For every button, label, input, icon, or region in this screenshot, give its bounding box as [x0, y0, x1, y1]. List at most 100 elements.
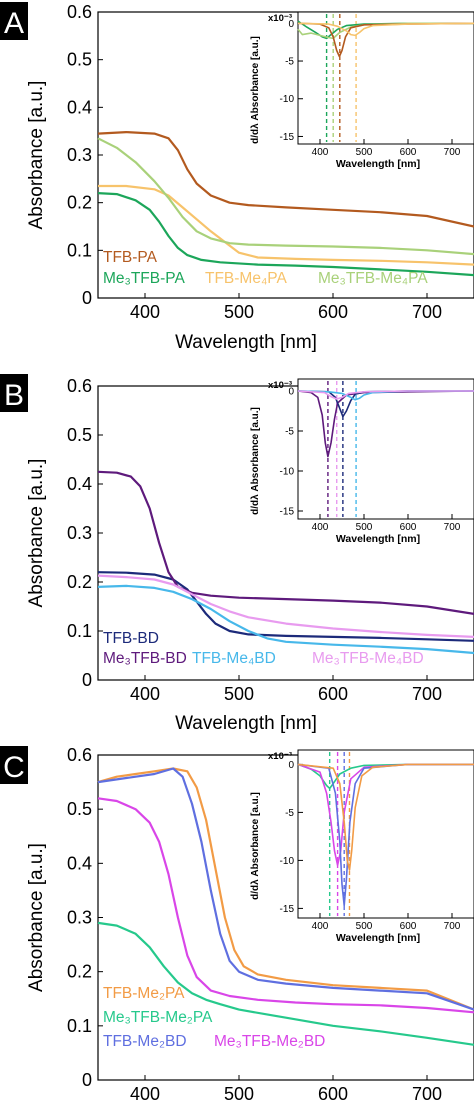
inset-x-tick-label: 500 [356, 522, 373, 533]
series-line-3 [97, 767, 474, 1011]
inset-frame [297, 378, 474, 520]
main-y-tick-label: 0 [82, 1070, 92, 1090]
panel-letter-badge [0, 374, 28, 412]
main-x-tick-label: 700 [412, 684, 442, 704]
main-x-tick-label: 500 [224, 302, 254, 322]
inset-x-axis-label: Wavelength [nm] [336, 533, 420, 545]
inset-y-tick-label: -15 [280, 904, 295, 915]
legend-entry: Me₃TFB-Me₂PA [103, 1009, 213, 1026]
main-y-tick-label: 0.3 [67, 145, 92, 165]
panel-letter-badge [0, 2, 28, 40]
series-line-4 [97, 797, 474, 1014]
inset-y-tick-label: 0 [288, 19, 294, 30]
main-y-tick-label: 0.6 [67, 376, 92, 396]
x-axis-label: Wavelength [nm] [175, 713, 317, 734]
main-x-tick-label: 600 [318, 1084, 348, 1104]
inset-y-tick-label: -10 [280, 856, 295, 867]
legend-entry: TFB-Me₂BD [103, 1033, 187, 1050]
inset-x-tick-label: 600 [400, 921, 417, 932]
inset-x-axis-label: Wavelength [nm] [336, 158, 420, 170]
main-y-tick-label: 0.1 [67, 1016, 92, 1036]
inset-y-tick-label: -10 [280, 467, 295, 478]
inset-x-tick-label: 400 [312, 522, 329, 533]
series-line-2 [97, 192, 474, 277]
inset-y-tick-label: -15 [280, 507, 295, 518]
inset-chart: 400 500 600 700 0 -5 -10 -15 Wavelength [nm] d/dλ… [250, 11, 474, 170]
panel-letter: C [3, 751, 25, 784]
legend-entry: TFB-Me₄PA [205, 270, 287, 287]
inset-frame [297, 749, 474, 919]
inset-series-line-4 [297, 22, 474, 37]
main-x-tick-label: 400 [130, 684, 160, 704]
main-y-tick-label: 0.4 [67, 97, 92, 117]
main-x-tick-label: 400 [130, 1084, 160, 1104]
legend-entry: TFB-Me₄BD [192, 650, 276, 667]
inset-y-tick-label: -10 [280, 94, 295, 105]
main-x-tick-label: 700 [412, 1084, 442, 1104]
legend-entry: TFB-Me₂PA [103, 985, 185, 1002]
legend-entry: Me₃TFB-Me₄BD [312, 650, 424, 667]
legend-entry: Me₃TFB-Me₂BD [214, 1033, 325, 1050]
legend-entry: Me₃TFB-PA [103, 270, 185, 287]
series-line-4 [97, 137, 474, 256]
main-y-tick-label: 0.3 [67, 523, 92, 543]
chart-panel-a: A 400 500 600 700 0 0.1 0.2 0.3 0.4 0.5 0.6 Waveleng… [0, 2, 474, 353]
main-x-tick-label: 600 [318, 302, 348, 322]
main-y-tick-label: 0.2 [67, 962, 92, 982]
main-y-tick-label: 0.4 [67, 474, 92, 494]
main-y-tick-label: 0 [82, 288, 92, 308]
inset-y-axis-label: d/dλ Absorbance [a.u.] [250, 36, 261, 144]
panel-letter: A [4, 7, 24, 40]
main-y-tick-label: 0.3 [67, 908, 92, 928]
main-x-tick-label: 400 [130, 302, 160, 322]
inset-x-tick-label: 700 [444, 147, 461, 158]
series-line-4 [97, 574, 474, 638]
y-axis-label: Absorbance [a.u.] [26, 81, 47, 230]
inset-multiplier: x10⁻³ [268, 13, 292, 24]
inset-series-line-4 [297, 763, 474, 871]
inset-x-tick-label: 700 [444, 921, 461, 932]
inset-x-tick-label: 400 [312, 147, 329, 158]
main-y-tick-label: 0.4 [67, 853, 92, 873]
main-y-tick-label: 0.1 [67, 621, 92, 641]
inset-y-tick-label: -5 [285, 808, 294, 819]
main-x-tick-label: 700 [412, 302, 442, 322]
main-y-tick-label: 0.2 [67, 193, 92, 213]
inset-x-tick-label: 600 [400, 147, 417, 158]
legend-entry: TFB-PA [103, 249, 158, 266]
inset-y-tick-label: 0 [288, 760, 294, 771]
main-y-tick-label: 0.5 [67, 50, 92, 70]
inset-multiplier: x10⁻³ [268, 380, 292, 391]
inset-y-axis-label: d/dλ Absorbance [a.u.] [250, 407, 261, 515]
inset-frame [297, 11, 474, 145]
legend-entry: Me₃TFB-BD [103, 650, 187, 667]
inset-y-tick-label: -5 [285, 57, 294, 68]
series-line-3 [98, 184, 474, 266]
main-y-tick-label: 0 [82, 670, 92, 690]
main-x-tick-label: 600 [318, 684, 348, 704]
chart-panel-c: C 400 500 600 700 0 0.1 0.2 0.3 0.4 0.5 0.6 Waveleng… [0, 745, 474, 1104]
main-y-tick-label: 0.6 [67, 2, 92, 22]
main-y-tick-label: 0.6 [67, 745, 92, 765]
series-line-2 [97, 921, 474, 1046]
inset-x-tick-label: 600 [400, 522, 417, 533]
inset-y-tick-label: 0 [288, 387, 294, 398]
inset-x-axis-label: Wavelength [nm] [336, 932, 420, 944]
main-y-tick-label: 0.2 [67, 572, 92, 592]
inset-series-line-3 [297, 22, 474, 58]
main-y-tick-label: 0.1 [67, 240, 92, 260]
inset-y-tick-label: -15 [280, 132, 295, 143]
main-y-tick-label: 0.5 [67, 799, 92, 819]
inset-series-line-4 [297, 390, 474, 400]
inset-chart: 400 500 600 700 0 -5 -10 -15 Wavelength [nm] d/dλ… [250, 749, 474, 944]
main-y-tick-label: 0.5 [67, 425, 92, 445]
main-x-tick-label: 500 [224, 684, 254, 704]
inset-x-tick-label: 500 [356, 921, 373, 932]
panel-letter-badge [0, 746, 28, 784]
inset-x-tick-label: 700 [444, 522, 461, 533]
legend-entry: Me₃TFB-Me₄PA [318, 270, 428, 287]
panel-letter: B [4, 379, 24, 412]
inset-y-axis-label: d/dλ Absorbance [a.u.] [250, 792, 261, 900]
y-axis-label: Absorbance [a.u.] [26, 459, 47, 608]
